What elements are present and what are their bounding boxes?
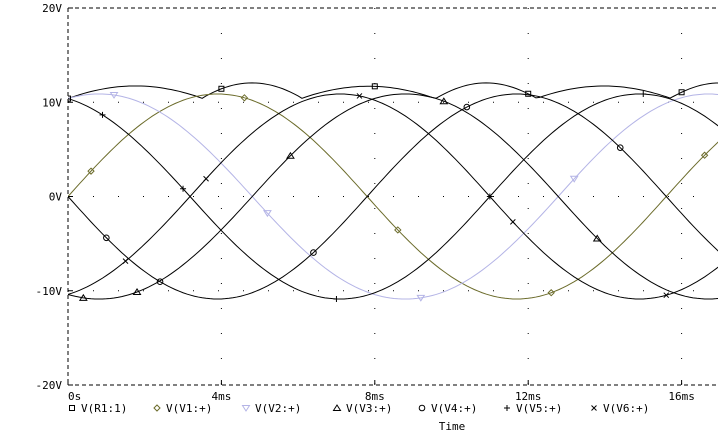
marker-3 — [286, 151, 295, 159]
marker-2 — [569, 175, 579, 183]
marker-3 — [132, 288, 142, 295]
y-tick-label: -10V — [36, 285, 63, 298]
legend-marker-5 — [504, 405, 510, 411]
y-tick-label: 0V — [49, 191, 63, 204]
legend-marker-6 — [591, 405, 597, 411]
marker-4 — [156, 278, 164, 286]
marker-5 — [640, 91, 647, 98]
marker-0 — [525, 90, 532, 97]
marker-6 — [663, 292, 670, 299]
legend-entry-4: V(V4:+) — [431, 402, 477, 415]
legend-marker-4 — [418, 404, 426, 412]
series-line-2 — [68, 93, 718, 300]
series-line-3 — [68, 93, 718, 300]
legend-entry-1: V(V1:+) — [166, 402, 212, 415]
legend: V(R1:1) V(V1:+) V(V2:+) V(V3:+) V(V4:+) V(V5:… — [69, 402, 649, 415]
x-tick-label: 16ms — [668, 390, 695, 403]
legend-marker-0 — [69, 405, 75, 411]
y-ticks: 20V 10V 0V -10V -20V — [36, 2, 73, 392]
marker-2 — [263, 210, 272, 218]
x-tick-label: 0s — [68, 390, 81, 403]
legend-entry-2: V(V2:+) — [255, 402, 301, 415]
plot-frame — [67, 7, 718, 386]
legend-entry-5: V(V5:+) — [516, 402, 562, 415]
x-axis-label: Time — [439, 420, 466, 433]
marker-0 — [678, 89, 685, 96]
marker-0 — [218, 85, 225, 92]
marker-1 — [394, 226, 402, 234]
marker-4 — [310, 249, 317, 256]
marker-5 — [99, 111, 106, 118]
marker-4 — [103, 234, 110, 242]
y-tick-label: -20V — [36, 379, 63, 392]
legend-marker-1 — [153, 404, 161, 412]
marker-1 — [547, 289, 555, 297]
y-tick-label: 20V — [42, 2, 62, 15]
marker-3 — [439, 97, 449, 105]
marker-6 — [356, 93, 363, 99]
marker-1 — [240, 94, 249, 102]
x-tick-label: 4ms — [211, 390, 231, 403]
series-line-0 — [68, 82, 718, 100]
marker-3 — [78, 293, 88, 301]
legend-marker-3 — [332, 404, 342, 411]
marker-5 — [333, 295, 340, 302]
x-ticks: 0s 4ms 8ms 12ms 16ms — [67, 380, 695, 403]
legend-entry-3: V(V3:+) — [346, 402, 392, 415]
series-line-6 — [68, 93, 718, 300]
marker-2 — [416, 294, 426, 302]
grid — [68, 8, 718, 385]
marker-6 — [122, 258, 129, 265]
series-line-4 — [68, 93, 718, 300]
x-tick-label: 8ms — [365, 390, 385, 403]
marker-1 — [700, 151, 709, 159]
marker-3 — [592, 234, 602, 242]
series-lines — [68, 82, 718, 300]
marker-4 — [616, 144, 624, 151]
y-tick-label: 10V — [42, 96, 62, 109]
legend-entry-0: V(R1:1) — [81, 402, 127, 415]
series-markers — [68, 83, 709, 302]
marker-0 — [371, 83, 378, 90]
marker-5 — [180, 185, 187, 192]
marker-6 — [510, 218, 516, 225]
marker-5 — [486, 193, 493, 200]
x-tick-label: 12ms — [515, 390, 542, 403]
marker-2 — [109, 91, 119, 99]
series-line-1 — [68, 93, 718, 300]
marker-0 — [68, 95, 71, 102]
marker-1 — [87, 167, 95, 175]
legend-entry-6: V(V6:+) — [603, 402, 649, 415]
legend-marker-2 — [241, 405, 251, 412]
marker-4 — [463, 103, 471, 111]
marker-6 — [203, 175, 209, 182]
